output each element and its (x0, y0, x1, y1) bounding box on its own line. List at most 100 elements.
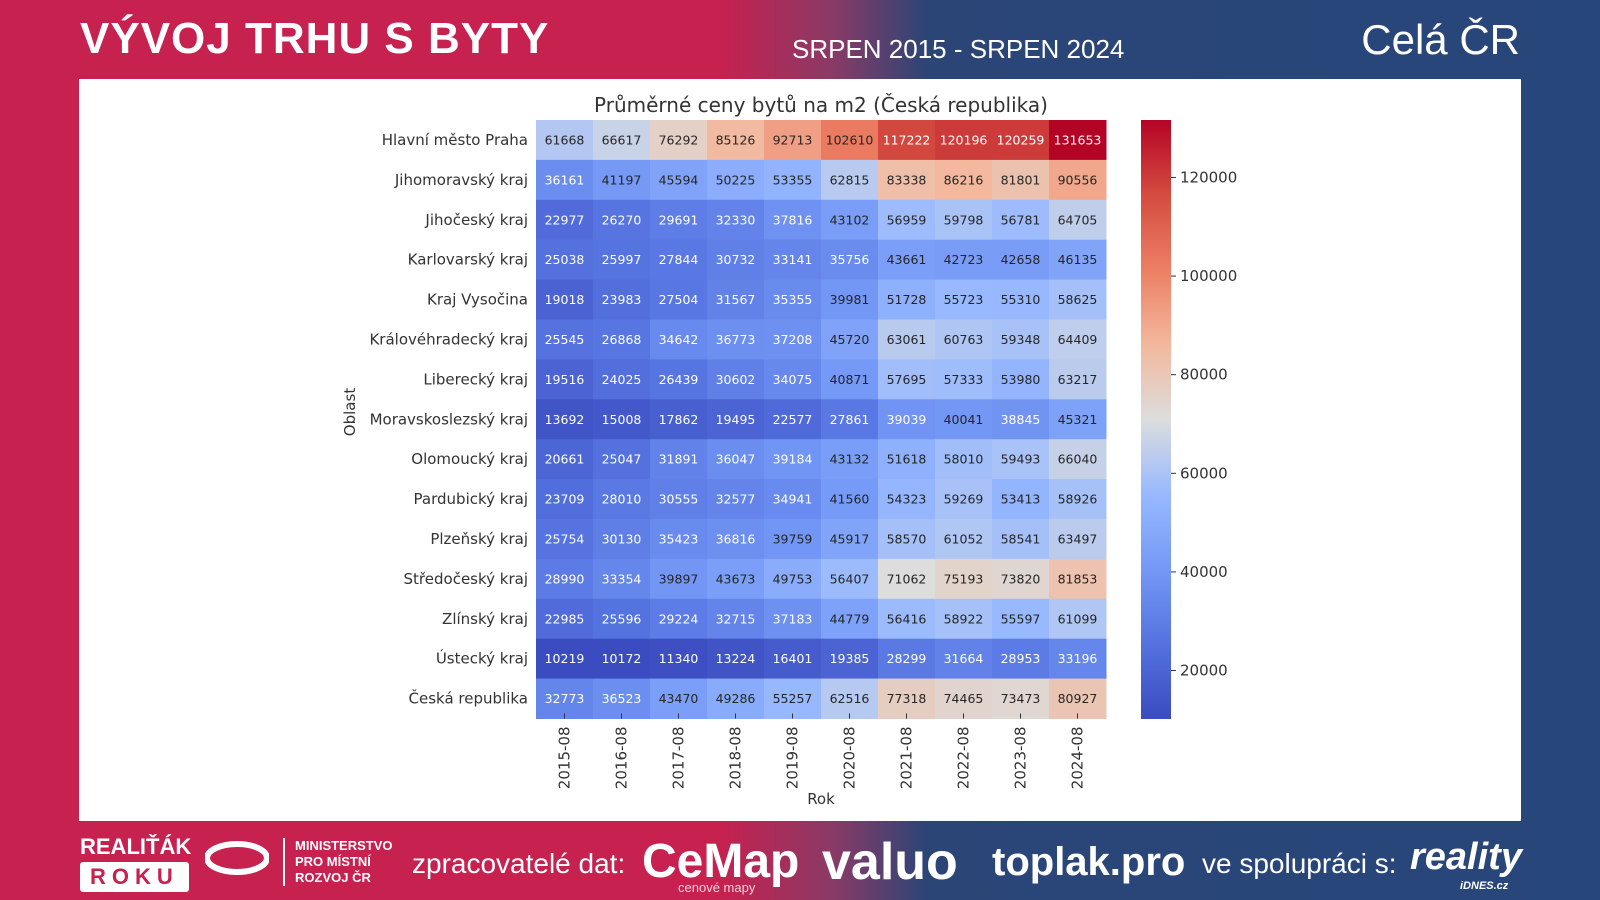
heatmap-cell (650, 120, 708, 161)
cell-value-label: 26868 (602, 332, 642, 347)
heatmap-cell (935, 279, 993, 320)
heatmap-cell (821, 638, 879, 680)
heatmap-cell (935, 399, 993, 440)
heatmap-cell (536, 638, 594, 680)
cell-value-label: 73820 (1001, 571, 1041, 586)
cell-value-label: 36161 (545, 172, 585, 187)
cell-value-label: 41560 (830, 492, 870, 507)
cell-value-label: 63497 (1058, 531, 1098, 546)
heatmap-cell (992, 678, 1050, 719)
cell-value-label: 35756 (830, 252, 870, 267)
cell-value-label: 40871 (830, 372, 870, 387)
x-tick-label: 2021-08 (898, 727, 916, 790)
cell-value-label: 32577 (716, 492, 756, 507)
cell-value-label: 13224 (716, 651, 756, 666)
cell-value-label: 80927 (1058, 691, 1098, 706)
cell-value-label: 50225 (716, 172, 756, 187)
cell-value-label: 90556 (1058, 172, 1098, 187)
cell-value-label: 81853 (1058, 571, 1098, 586)
cell-value-label: 120196 (940, 132, 988, 147)
cell-value-label: 33196 (1058, 651, 1098, 666)
heatmap-cell (992, 359, 1050, 400)
heatmap-cell (992, 399, 1050, 440)
heatmap-cell (650, 519, 708, 560)
cell-value-label: 45594 (659, 172, 699, 187)
heatmap-cell (650, 159, 708, 201)
cell-value-label: 75193 (944, 571, 984, 586)
cell-value-label: 19495 (716, 412, 756, 427)
valuo-logo: valuo (822, 833, 958, 891)
cell-value-label: 25545 (545, 332, 585, 347)
heatmap-cell (878, 678, 936, 719)
heatmap-cell (707, 239, 765, 281)
ministry-line-1: MINISTERSTVO (295, 838, 393, 853)
cemap-logo: CeMap (642, 835, 800, 888)
x-tick-label: 2024-08 (1069, 727, 1087, 790)
heatmap-cell (878, 638, 936, 680)
heatmap-cell (707, 279, 765, 320)
colorbar-tick-label: 20000 (1180, 662, 1228, 680)
heatmap-cell (707, 199, 765, 241)
heatmap-cell (1049, 279, 1107, 320)
cell-value-label: 63061 (887, 332, 927, 347)
cell-value-label: 20661 (545, 452, 585, 467)
x-tick-label: 2018-08 (727, 727, 745, 790)
cell-value-label: 39184 (773, 452, 813, 467)
heatmap-cell (764, 239, 822, 281)
heatmap-cell (536, 558, 594, 600)
cell-value-label: 46135 (1058, 252, 1098, 267)
cell-value-label: 22977 (545, 212, 585, 227)
heatmap-cell (1049, 239, 1107, 281)
cell-value-label: 56959 (887, 212, 927, 227)
heatmap-cell (1049, 359, 1107, 400)
cell-value-label: 58541 (1001, 531, 1041, 546)
heatmap-cell (1049, 479, 1107, 520)
cell-value-label: 56407 (830, 571, 870, 586)
heatmap-cell (536, 239, 594, 281)
cell-value-label: 85126 (716, 132, 756, 147)
heatmap-cell (536, 319, 594, 360)
heatmap-cell (650, 319, 708, 360)
y-axis-label: Oblast (341, 388, 359, 437)
cell-value-label: 120259 (997, 132, 1045, 147)
heatmap-cell (764, 558, 822, 600)
heatmap-cell (821, 319, 879, 360)
cell-value-label: 102610 (826, 132, 874, 147)
cell-value-label: 43470 (659, 691, 699, 706)
cell-value-label: 64409 (1058, 332, 1098, 347)
heatmap-cell (878, 479, 936, 520)
heatmap-cell (1049, 638, 1107, 680)
cell-value-label: 32773 (545, 691, 585, 706)
heatmap-cell (935, 558, 993, 600)
cell-value-label: 27861 (830, 412, 870, 427)
heatmap-cell (821, 199, 879, 241)
heatmap-cell (992, 439, 1050, 480)
cell-value-label: 45720 (830, 332, 870, 347)
cell-value-label: 58922 (944, 611, 984, 626)
cell-value-label: 19385 (830, 651, 870, 666)
cell-value-label: 66617 (602, 132, 642, 147)
cell-value-label: 11340 (659, 651, 699, 666)
y-tick-label: Jihomoravský kraj (394, 171, 528, 189)
cell-value-label: 34941 (773, 492, 813, 507)
heatmap-cell (707, 519, 765, 560)
cell-value-label: 37208 (773, 332, 813, 347)
cell-value-label: 59798 (944, 212, 984, 227)
heatmap-cell (935, 159, 993, 201)
heatmap-cell (992, 199, 1050, 241)
heatmap-cell (878, 558, 936, 600)
cell-value-label: 19516 (545, 372, 585, 387)
cell-value-label: 55310 (1001, 292, 1041, 307)
cell-value-label: 77318 (887, 691, 927, 706)
chart-panel: Průměrné ceny bytů na m2 (Česká republik… (79, 79, 1521, 821)
heatmap-cell (764, 399, 822, 440)
heatmap-cell (650, 439, 708, 480)
cell-value-label: 13692 (545, 412, 585, 427)
heatmap-cell (992, 239, 1050, 281)
toplak-logo: toplak.pro (992, 840, 1186, 884)
cell-value-label: 34075 (773, 372, 813, 387)
cell-value-label: 59348 (1001, 332, 1041, 347)
ministry-line-2: PRO MÍSTNÍ (295, 854, 371, 869)
cell-value-label: 31664 (944, 651, 984, 666)
cemap-subtitle: cenové mapy (678, 880, 756, 895)
